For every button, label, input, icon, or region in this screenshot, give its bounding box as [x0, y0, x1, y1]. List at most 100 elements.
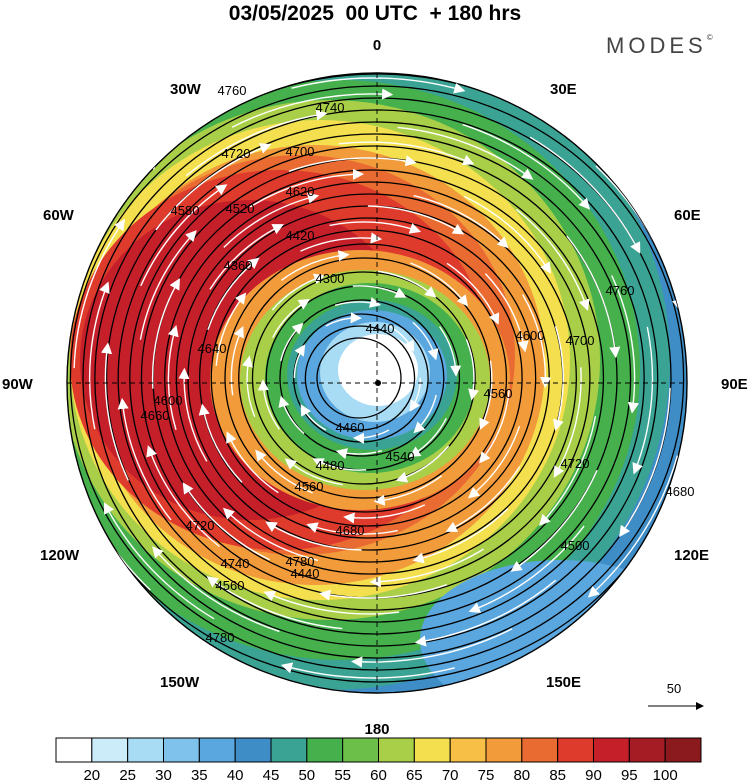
colorbar-tick-label: 45: [263, 767, 280, 782]
streamline: [103, 502, 215, 620]
lon-label-90w: 90W: [2, 376, 34, 393]
streamline: [510, 469, 598, 572]
streamline: [367, 205, 465, 235]
contour-label: 4720: [561, 456, 590, 471]
streamline: [335, 448, 382, 460]
contour-label: 4720: [222, 146, 251, 161]
contour-label: 4640: [198, 341, 227, 356]
streamline: [151, 278, 180, 389]
colorbar-tick-label: 80: [513, 767, 530, 782]
contour-line: [251, 271, 476, 485]
colorbar-tick-label: 85: [549, 767, 566, 782]
streamline: [167, 325, 179, 431]
wind-streamlines: [67, 77, 683, 679]
streamline: [206, 576, 343, 630]
colorbar-swatch: [91, 737, 129, 763]
streamline: [412, 508, 509, 564]
contour-label: 4300: [316, 271, 345, 286]
contour-label: 4440: [291, 566, 320, 581]
colorbar-swatch: [198, 737, 236, 763]
streamline: [280, 250, 350, 281]
colorbar-swatch: [521, 737, 559, 763]
streamline: [117, 397, 172, 521]
contour-label: 4620: [286, 184, 315, 199]
colorbar-tick-label: 25: [119, 767, 136, 782]
streamline: [152, 546, 280, 633]
contour-line: [210, 229, 523, 527]
streamline: [325, 312, 362, 327]
streamline: [209, 224, 284, 290]
streamline: [222, 507, 319, 562]
colorbar-tick-label: 65: [406, 767, 423, 782]
contour-label: 4700: [566, 333, 595, 348]
lon-label-60w: 60W: [43, 207, 75, 224]
streamline: [522, 294, 552, 389]
streamline: [566, 235, 621, 359]
streamline: [529, 136, 641, 254]
contour-label: 4780: [206, 630, 235, 645]
streamline: [352, 429, 390, 444]
contour-line: [105, 121, 645, 635]
contour-label: 4600: [516, 328, 545, 343]
streamline: [515, 208, 590, 311]
colorbar-swatch: [664, 737, 702, 763]
streamline: [271, 273, 326, 311]
colorbar-tick-label: 95: [621, 767, 638, 782]
streamline: [312, 458, 367, 471]
colorbar-swatch: [485, 737, 523, 763]
svg-text:50: 50: [667, 681, 681, 696]
streamline: [272, 298, 310, 339]
colorbar-tick-label: 20: [83, 767, 100, 782]
streamline: [278, 395, 305, 435]
streamline: [611, 275, 639, 414]
contour-label: 4760: [606, 283, 635, 298]
streamline: [73, 218, 126, 369]
contour-label: 4360: [224, 258, 253, 273]
colorbar-tick-label: 50: [298, 767, 315, 782]
streamline: [249, 168, 365, 208]
streamline: [462, 123, 591, 210]
streamline: [409, 417, 447, 458]
colorbar-tick-label: 60: [370, 767, 387, 782]
contour-label: 4720: [186, 518, 215, 533]
contour-line: [94, 109, 659, 647]
brand-logo: MODES©: [606, 33, 713, 58]
contour-line: [164, 181, 577, 575]
lon-label-60e: 60E: [674, 207, 701, 224]
contour-label: 4740: [221, 556, 250, 571]
colorbar: [55, 737, 702, 763]
lon-label-30e: 30E: [550, 81, 577, 98]
contour-line: [279, 299, 445, 457]
colorbar-tick-label: 40: [227, 767, 244, 782]
lon-label-180: 180: [364, 721, 389, 738]
contour-line: [316, 337, 402, 419]
colorbar-swatch: [306, 737, 344, 763]
colorbar-tick-label: 70: [442, 767, 459, 782]
colorbar-swatch: [628, 737, 666, 763]
contour-label: 4560: [216, 578, 245, 593]
streamline: [413, 394, 437, 434]
streamline: [619, 387, 671, 538]
streamline: [215, 292, 247, 366]
streamline: [241, 355, 256, 417]
streamline: [300, 404, 327, 431]
streamline: [465, 339, 480, 401]
colorbar-swatch: [127, 737, 164, 763]
streamline: [343, 504, 426, 524]
streamline: [446, 262, 500, 325]
streamline: [479, 360, 493, 431]
contour-label: 4680: [336, 523, 365, 538]
streamline: [410, 262, 469, 307]
streamline: [284, 458, 343, 486]
streamline: [226, 431, 279, 494]
contour-label: 4760: [218, 83, 247, 98]
streamline: [413, 194, 509, 249]
pole-dot: [375, 380, 381, 386]
contour-labels: 4760 4740 4720 4700 4620 4580 4520 4420 4360 4300…: [141, 83, 695, 645]
streamline: [439, 326, 462, 377]
contour-label: 4420: [286, 228, 315, 243]
streamline: [155, 143, 272, 231]
streamline: [414, 579, 557, 647]
streamline: [467, 425, 521, 499]
